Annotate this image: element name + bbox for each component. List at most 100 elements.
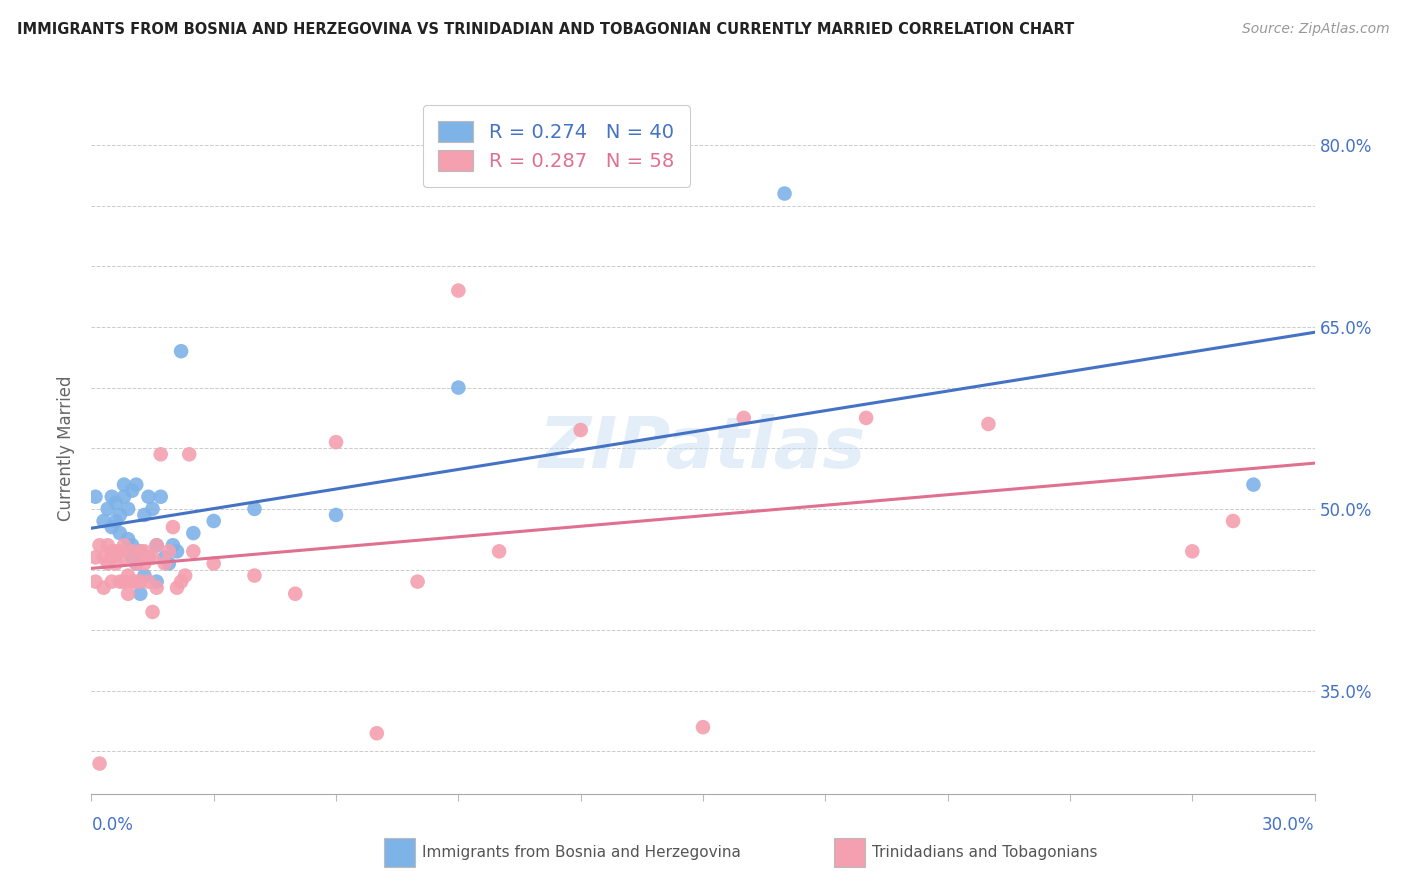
Point [153,557,176,571]
Point [93,514,115,528]
Point [117,532,139,546]
Point [112,477,135,491]
Point [138,574,160,589]
Point [104,514,127,528]
Point [117,568,139,582]
Point [129,544,152,558]
Point [174,568,197,582]
Point [101,574,124,589]
Point [112,550,135,565]
Point [145,538,167,552]
Point [773,186,796,201]
Point [145,581,167,595]
Point [89,756,111,771]
Point [202,557,225,571]
Point [121,550,143,565]
Point [447,284,470,298]
Point [692,720,714,734]
Point [121,483,143,498]
Point [108,508,131,522]
Point [284,587,307,601]
Point [101,550,124,565]
Text: 0.0%: 0.0% [91,816,134,834]
Point [1243,477,1265,491]
Point [134,568,156,582]
Point [162,520,184,534]
Point [855,411,877,425]
Point [129,574,152,589]
Point [121,538,143,552]
Point [141,605,163,619]
Point [104,557,127,571]
Point [162,538,184,552]
Point [183,544,205,558]
Point [325,435,347,450]
Point [121,544,143,558]
Point [488,544,510,558]
Point [112,538,135,552]
Point [117,501,139,516]
Point [179,447,201,461]
Point [125,574,148,589]
Point [202,514,225,528]
Point [141,501,163,516]
Point [129,544,152,558]
Text: Source: ZipAtlas.com: Source: ZipAtlas.com [1241,22,1389,37]
Point [1181,544,1204,558]
Point [138,490,160,504]
Point [101,544,124,558]
Point [134,544,156,558]
Point [101,490,124,504]
Point [243,501,266,516]
Point [157,557,180,571]
Point [112,490,135,504]
Point [733,411,755,425]
Point [977,417,1000,431]
Text: Trinidadians and Tobagonians: Trinidadians and Tobagonians [872,846,1097,860]
Point [153,550,176,565]
Point [406,574,429,589]
Point [141,550,163,565]
Point [117,587,139,601]
Point [447,381,470,395]
Point [121,574,143,589]
Point [145,574,167,589]
Point [145,538,167,552]
Point [93,581,115,595]
Point [129,587,152,601]
Y-axis label: Currently Married: Currently Married [58,376,76,521]
Point [93,550,115,565]
Point [134,508,156,522]
Point [138,550,160,565]
Point [108,544,131,558]
Point [569,423,592,437]
Point [84,490,107,504]
Point [325,508,347,522]
Point [84,574,107,589]
Text: 30.0%: 30.0% [1263,816,1315,834]
Point [101,520,124,534]
Text: IMMIGRANTS FROM BOSNIA AND HERZEGOVINA VS TRINIDADIAN AND TOBAGONIAN CURRENTLY M: IMMIGRANTS FROM BOSNIA AND HERZEGOVINA V… [17,22,1074,37]
Point [1222,514,1244,528]
Point [166,544,188,558]
Point [366,726,388,740]
Point [134,557,156,571]
Point [170,574,193,589]
Point [108,574,131,589]
Point [125,557,148,571]
Point [149,490,172,504]
Point [97,501,120,516]
Point [108,526,131,541]
Point [183,526,205,541]
Text: Immigrants from Bosnia and Herzegovina: Immigrants from Bosnia and Herzegovina [422,846,741,860]
Point [149,447,172,461]
Point [84,550,107,565]
Point [97,538,120,552]
Point [104,496,127,510]
Point [166,581,188,595]
Point [125,557,148,571]
Point [243,568,266,582]
Text: ZIPatlas: ZIPatlas [540,414,866,483]
Point [112,574,135,589]
Point [157,544,180,558]
